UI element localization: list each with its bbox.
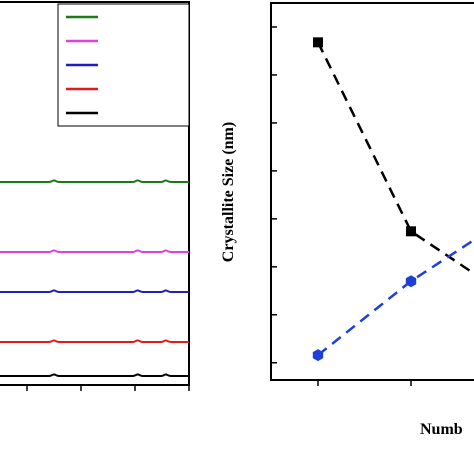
crystallite-y-axis-label: Crystallite Size (nm): [220, 122, 237, 262]
crystallite-square-point: [313, 37, 323, 48]
xrd-plot-frame: [0, 1, 190, 386]
crystallite-y-axis: [271, 26, 277, 364]
xrd-trace-0: [0, 179, 189, 183]
crystallite-hexagon-point: [312, 349, 324, 362]
xrd-trace-4: [0, 373, 189, 377]
crystallite-x-axis-label: Numb: [420, 421, 463, 438]
xrd-traces: [0, 179, 189, 377]
crystallite-x-axis: [317, 380, 412, 386]
crystallite-series: [312, 37, 474, 362]
xrd-panel: [0, 1, 190, 391]
xrd-trace-3: [0, 339, 189, 343]
xrd-x-axis: [26, 385, 190, 391]
xrd-trace-2: [0, 289, 189, 293]
xrd-legend: [57, 3, 190, 127]
crystallite-panel: Crystallite Size (nm) Numb: [220, 2, 474, 438]
xrd-trace-1: [0, 249, 189, 253]
crystallite-series-line-0: [316, 41, 474, 275]
crystallite-hexagon-point: [405, 275, 417, 288]
crystallite-square-point: [406, 226, 416, 237]
crystallite-plot-frame: [270, 2, 474, 381]
